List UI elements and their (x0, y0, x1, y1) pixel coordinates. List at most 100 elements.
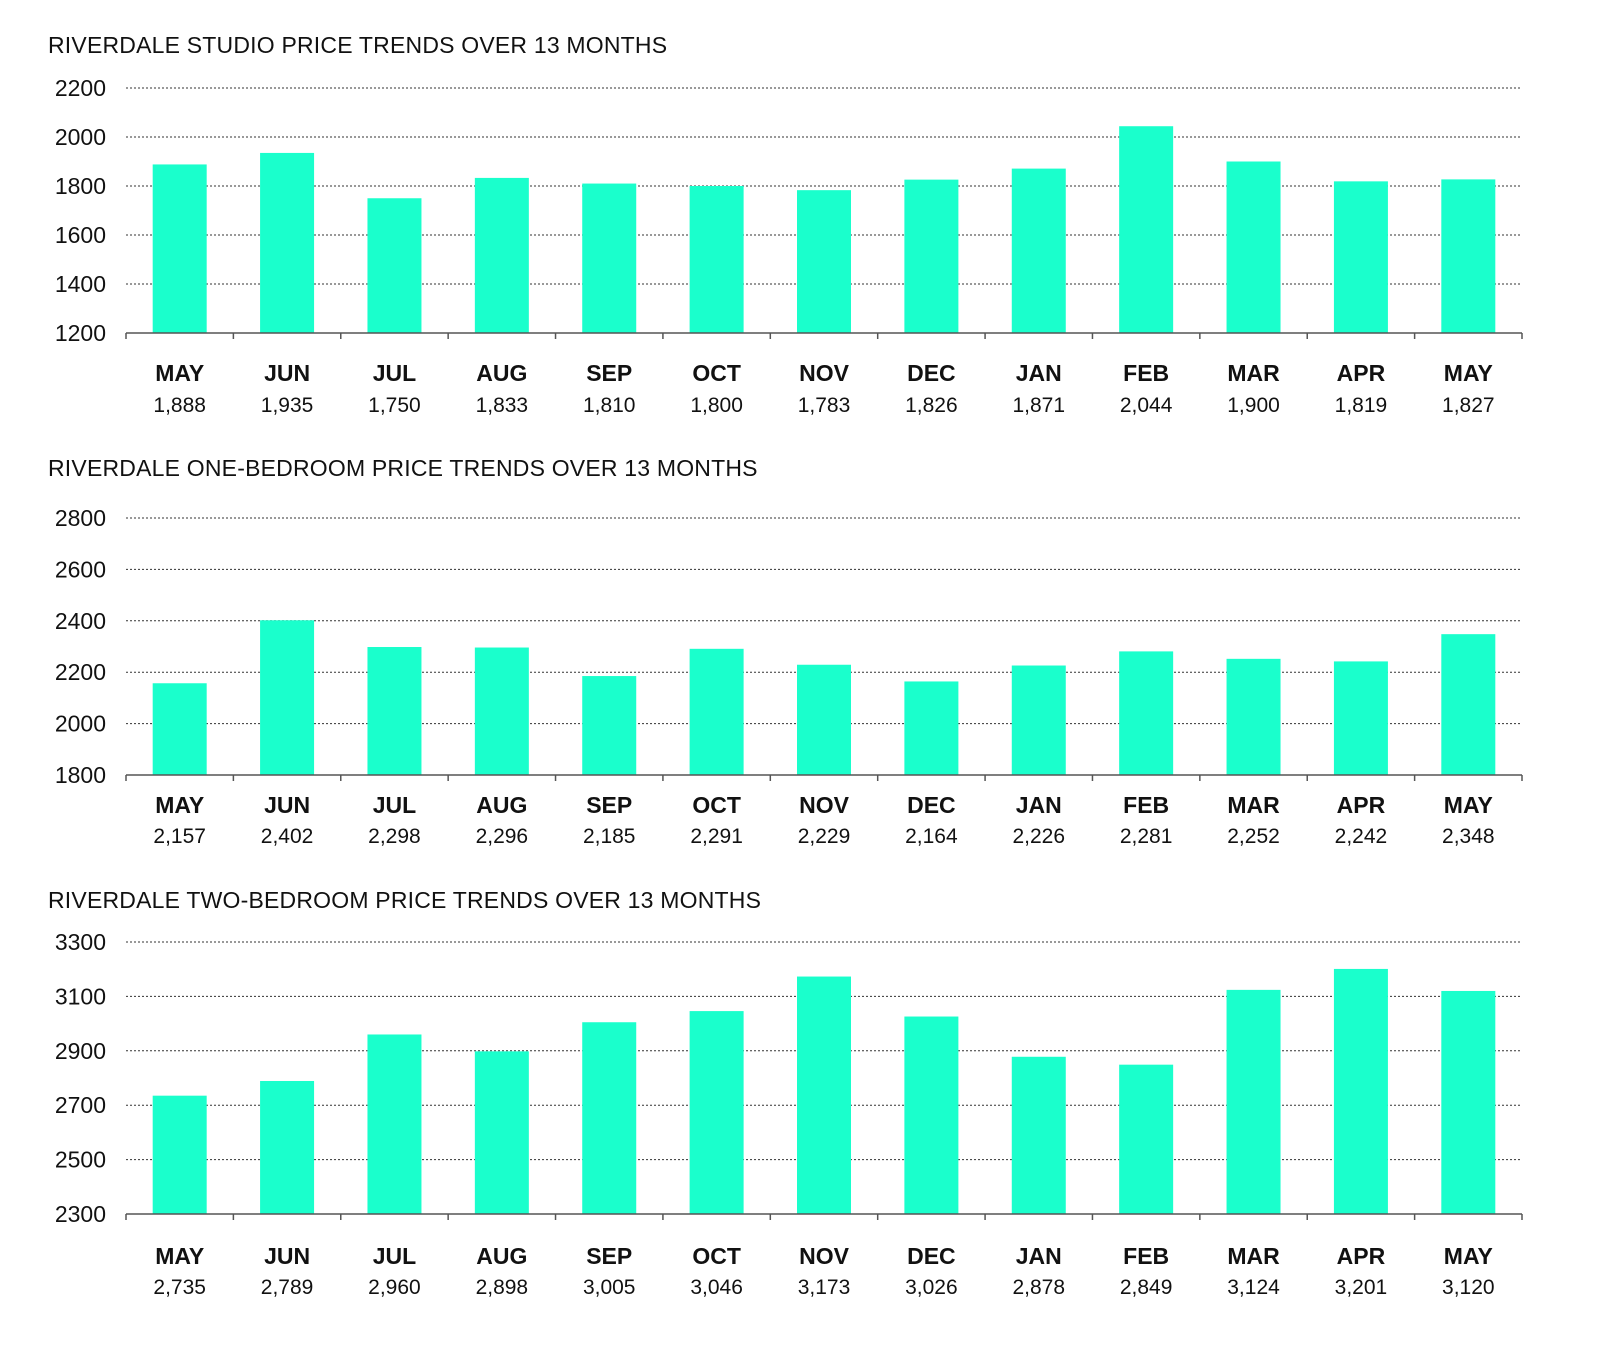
y-tick-label: 2600 (55, 556, 106, 582)
y-tick-label: 2300 (55, 1201, 106, 1227)
bar (260, 620, 315, 775)
y-tick-label: 2800 (55, 505, 106, 531)
data-label: 1,833 (476, 394, 529, 417)
chart-title: RIVERDALE TWO-BEDROOM PRICE TRENDS OVER … (48, 887, 762, 913)
y-tick-label: 1800 (55, 173, 106, 199)
chart-title: RIVERDALE ONE-BEDROOM PRICE TRENDS OVER … (48, 455, 758, 481)
bar (1119, 651, 1174, 775)
x-tick-label: JUN (264, 792, 310, 818)
data-label: 1,935 (261, 394, 314, 417)
data-label: 2,960 (368, 1276, 421, 1299)
x-tick-label: NOV (799, 1243, 850, 1269)
chart-title: RIVERDALE STUDIO PRICE TRENDS OVER 13 MO… (48, 32, 668, 58)
y-tick-label: 1800 (55, 762, 106, 788)
bar (260, 152, 315, 333)
bar (474, 1051, 529, 1214)
bar (904, 1016, 959, 1214)
x-tick-label: FEB (1123, 360, 1169, 386)
x-tick-label: OCT (692, 1243, 741, 1269)
data-label: 2,185 (583, 825, 636, 848)
bar (1226, 989, 1281, 1214)
x-tick-label: MAR (1227, 1243, 1280, 1269)
data-label: 2,281 (1120, 825, 1173, 848)
bar (260, 1080, 315, 1214)
x-tick-label: MAY (1444, 792, 1493, 818)
bar (367, 647, 422, 775)
x-tick-label: JAN (1016, 360, 1062, 386)
data-label: 3,124 (1227, 1276, 1280, 1299)
bar (689, 186, 744, 333)
data-label: 1,819 (1335, 394, 1388, 417)
bar (152, 1095, 207, 1214)
data-label: 3,201 (1335, 1276, 1388, 1299)
bar (689, 1011, 744, 1214)
bar (582, 183, 637, 333)
two-bedroom-chart-plot: 2300 2500 2700 2900 3100 3300 MAY 2,735 JUN 2,789… (55, 929, 1523, 1299)
x-tick-label: MAY (155, 360, 204, 386)
data-label: 2,291 (690, 825, 743, 848)
bar (1333, 661, 1388, 775)
x-tick-label: SEP (586, 360, 632, 386)
data-label: 1,871 (1012, 394, 1065, 417)
y-tick-label: 1400 (55, 271, 106, 297)
data-label: 3,173 (798, 1276, 851, 1299)
bar (1226, 658, 1281, 775)
two-bedroom-chart: RIVERDALE TWO-BEDROOM PRICE TRENDS OVER … (0, 887, 1600, 1307)
data-label: 1,900 (1227, 394, 1280, 417)
data-label: 1,826 (905, 394, 958, 417)
bar (797, 664, 851, 775)
x-tick-label: MAY (155, 1243, 204, 1269)
bar (367, 198, 422, 333)
x-tick-label: DEC (907, 1243, 956, 1269)
y-tick-label: 2400 (55, 608, 106, 634)
data-label: 1,888 (153, 394, 206, 417)
x-tick-label: JUL (373, 792, 416, 818)
studio-chart: RIVERDALE STUDIO PRICE TRENDS OVER 13 MO… (0, 32, 1600, 422)
data-label: 2,252 (1227, 825, 1280, 848)
x-tick-label: DEC (907, 360, 956, 386)
x-tick-label: MAR (1227, 792, 1280, 818)
x-tick-label: OCT (692, 792, 741, 818)
bar (1119, 1064, 1174, 1214)
x-tick-label: JAN (1016, 792, 1062, 818)
y-tick-label: 2000 (55, 711, 106, 737)
x-tick-label: SEP (586, 792, 632, 818)
data-label: 2,735 (153, 1276, 206, 1299)
y-tick-label: 2200 (55, 659, 106, 685)
bar (474, 177, 529, 333)
data-label: 1,827 (1442, 394, 1495, 417)
x-tick-label: MAY (1444, 360, 1493, 386)
x-tick-label: JUN (264, 360, 310, 386)
data-label: 2,229 (798, 825, 851, 848)
bar (1441, 179, 1496, 333)
data-label: 2,044 (1120, 394, 1173, 417)
data-label: 2,164 (905, 825, 958, 848)
bar (797, 976, 851, 1214)
data-label: 2,296 (476, 825, 529, 848)
x-tick-label: NOV (799, 792, 850, 818)
data-label: 2,878 (1012, 1276, 1065, 1299)
bar (1011, 665, 1066, 775)
y-tick-label: 3300 (55, 929, 106, 955)
x-tick-label: AUG (476, 360, 527, 386)
data-label: 2,402 (261, 825, 314, 848)
x-tick-label: AUG (476, 792, 527, 818)
bar (1441, 634, 1496, 775)
bar (904, 681, 959, 775)
data-label: 2,348 (1442, 825, 1495, 848)
one-bedroom-chart-plot: 1800 2000 2200 2400 2600 2800 MAY 2,157 JUN 2,402… (55, 505, 1523, 848)
bar (797, 190, 851, 333)
one-bedroom-chart: RIVERDALE ONE-BEDROOM PRICE TRENDS OVER … (0, 455, 1600, 855)
x-tick-label: FEB (1123, 1243, 1169, 1269)
data-label: 3,120 (1442, 1276, 1495, 1299)
bar (1441, 990, 1496, 1214)
bar (367, 1034, 422, 1214)
y-tick-label: 1200 (55, 320, 106, 346)
data-label: 2,898 (476, 1276, 529, 1299)
y-tick-label: 3100 (55, 983, 106, 1009)
data-label: 2,789 (261, 1276, 314, 1299)
bar (474, 647, 529, 775)
x-tick-label: SEP (586, 1243, 632, 1269)
data-label: 1,800 (690, 394, 743, 417)
bar (904, 179, 959, 333)
